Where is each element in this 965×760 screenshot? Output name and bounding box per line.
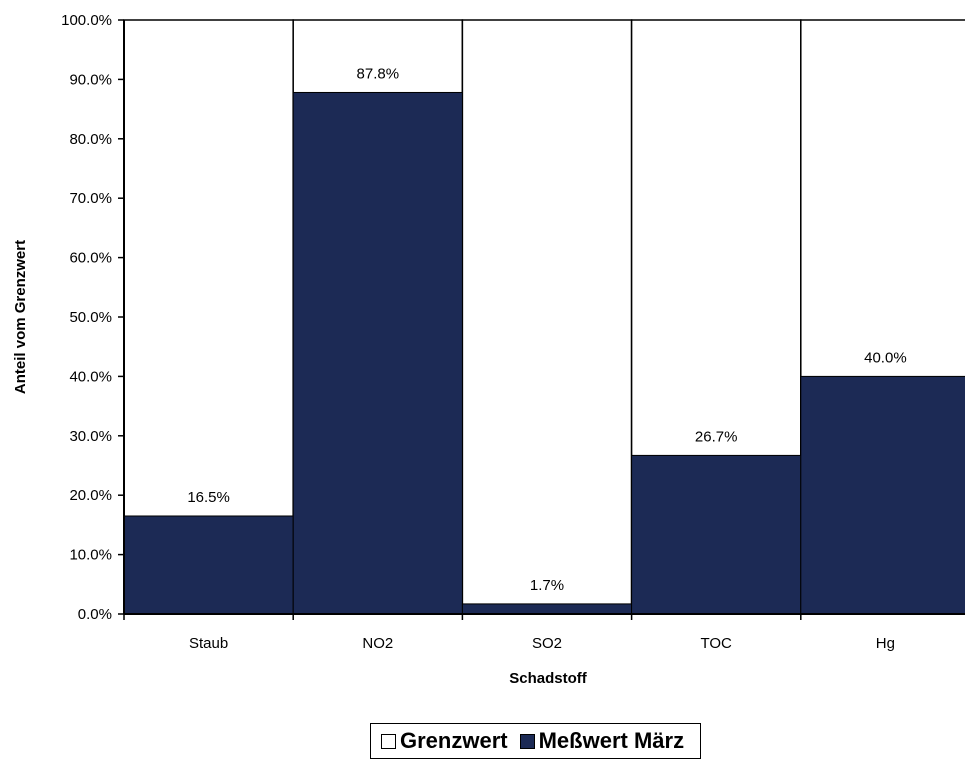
- y-tick-label: 80.0%: [69, 131, 112, 148]
- data-label-toc: 26.7%: [695, 428, 738, 445]
- x-axis: Staub NO2 SO2 TOC Hg: [123, 613, 965, 652]
- y-tick-label: 40.0%: [69, 368, 112, 385]
- y-axis-title: Anteil vom Grenzwert: [12, 240, 29, 394]
- y-axis: 0.0% 10.0% 20.0% 30.0% 40.0% 50.0% 60.0% 70.0% 8…: [61, 12, 125, 623]
- y-tick-label: 60.0%: [69, 250, 112, 267]
- x-tick-label-hg: Hg: [876, 635, 895, 652]
- legend: Grenzwert Meßwert März: [370, 723, 702, 759]
- bar-messwert-so2: [461, 603, 633, 615]
- bar-grenzwert-staub: [123, 19, 294, 615]
- bar-chart: 16.5% 87.8% 1.7% 26.7% 40.0% 0.0% 10.0% 20.0% 3…: [12, 12, 965, 687]
- bar-messwert-no2: [292, 91, 463, 615]
- legend-label-messwert: Meßwert März: [538, 728, 685, 753]
- data-labels: 16.5% 87.8% 1.7% 26.7% 40.0%: [187, 65, 906, 593]
- legend-swatch-messwert: [519, 733, 535, 749]
- data-label-no2: 87.8%: [357, 65, 400, 82]
- x-tick-label-toc: TOC: [700, 635, 732, 652]
- bar-grenzwert-so2: [461, 19, 633, 615]
- legend-item-grenzwert: Grenzwert: [381, 728, 508, 754]
- x-tick-label-so2: SO2: [532, 635, 562, 652]
- data-label-staub: 16.5%: [187, 489, 230, 506]
- y-tick-label: 10.0%: [69, 547, 112, 564]
- y-tick-label: 90.0%: [69, 71, 112, 88]
- bar-messwert-staub: [123, 515, 294, 615]
- x-tick-label-staub: Staub: [189, 635, 228, 652]
- data-label-hg: 40.0%: [864, 349, 907, 366]
- y-tick-label: 70.0%: [69, 190, 112, 207]
- data-label-so2: 1.7%: [530, 577, 564, 594]
- bar-messwert-hg: [800, 375, 965, 615]
- messwert-bars: [123, 91, 965, 615]
- legend-item-messwert: Meßwert März: [519, 728, 685, 754]
- legend-swatch-grenzwert: [381, 733, 396, 749]
- legend-label-grenzwert: Grenzwert: [400, 728, 508, 753]
- x-tick-label-no2: NO2: [362, 635, 393, 652]
- y-tick-label: 50.0%: [69, 309, 112, 326]
- y-tick-label: 20.0%: [69, 487, 112, 504]
- bar-messwert-toc: [631, 454, 802, 615]
- x-axis-title: Schadstoff: [509, 670, 588, 687]
- y-tick-label: 100.0%: [61, 12, 112, 29]
- y-tick-label: 0.0%: [78, 606, 112, 623]
- y-tick-label: 30.0%: [69, 428, 112, 445]
